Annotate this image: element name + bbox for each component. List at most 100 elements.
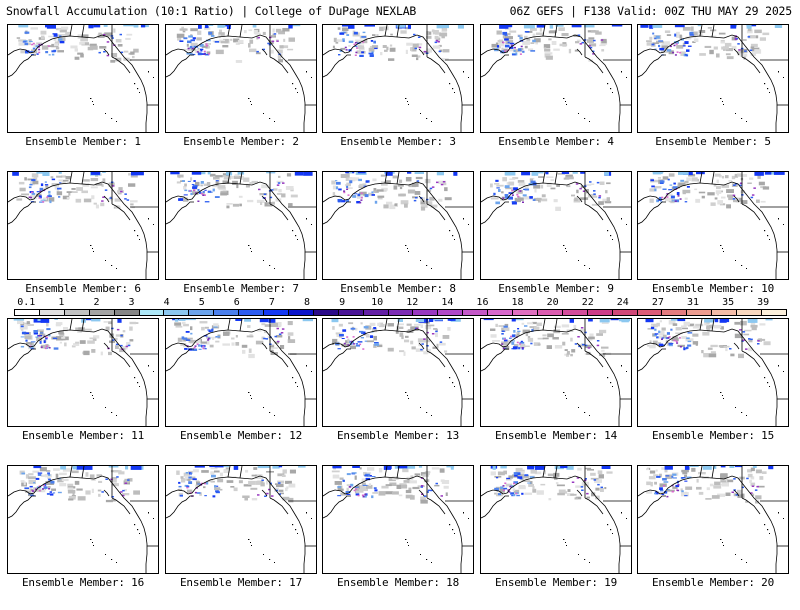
- colorbar-swatch: [287, 309, 314, 316]
- map-canvas: [638, 319, 788, 426]
- colorbar-tick-label: 20: [546, 297, 559, 308]
- snowfall-map: [322, 171, 474, 280]
- map-canvas: [166, 172, 316, 279]
- snowfall-map: [480, 171, 632, 280]
- ensemble-member-label: Ensemble Member: 16: [21, 576, 145, 589]
- colorbar-swatch: [387, 309, 414, 316]
- ensemble-panel: Ensemble Member: 2: [165, 24, 317, 169]
- colorbar-swatch: [362, 309, 389, 316]
- snowfall-map: [7, 465, 159, 574]
- colorbar-swatch: [661, 309, 688, 316]
- snowfall-map: [7, 171, 159, 280]
- colorbar-swatch: [337, 309, 364, 316]
- ensemble-member-label: Ensemble Member: 15: [651, 429, 775, 442]
- ensemble-member-label: Ensemble Member: 9: [498, 282, 614, 295]
- ensemble-member-label: Ensemble Member: 14: [494, 429, 618, 442]
- ensemble-panel: Ensemble Member: 14: [480, 318, 632, 463]
- ensemble-panel: Ensemble Member: 8: [322, 171, 474, 316]
- map-canvas: [166, 466, 316, 573]
- snowfall-colorbar: 0.1 1 2 3 4 5 6 7 8 9 10 12 14 16 18 20 22 24 27 31 35 39: [14, 297, 787, 319]
- snowfall-map: [7, 24, 159, 133]
- ensemble-member-label: Ensemble Member: 4: [498, 135, 614, 148]
- snowfall-shading: [176, 466, 306, 503]
- ensemble-panel: Ensemble Member: 5: [637, 24, 789, 169]
- map-canvas: [323, 319, 473, 426]
- colorbar-swatch: [88, 309, 115, 316]
- ensemble-panel: Ensemble Member: 1: [7, 24, 159, 169]
- colorbar-tick-label: 18: [511, 297, 524, 308]
- map-canvas: [8, 466, 158, 573]
- ensemble-member-label: Ensemble Member: 11: [21, 429, 145, 442]
- snowfall-shading: [172, 319, 313, 359]
- ensemble-member-label: Ensemble Member: 1: [25, 135, 141, 148]
- snowfall-map: [637, 24, 789, 133]
- map-canvas: [638, 25, 788, 132]
- snowfall-shading: [19, 466, 144, 503]
- ensemble-panel: Ensemble Member: 16: [7, 465, 159, 610]
- map-canvas: [323, 466, 473, 573]
- colorbar-tick-label: 12: [406, 297, 419, 308]
- colorbar-swatch: [462, 309, 489, 316]
- colorbar-tick-label: 39: [757, 297, 770, 308]
- map-canvas: [166, 319, 316, 426]
- snowfall-map: [322, 465, 474, 574]
- colorbar-tick-label: 14: [441, 297, 454, 308]
- map-canvas: [8, 319, 158, 426]
- coastline-border-layer: [323, 466, 473, 573]
- snowfall-shading: [331, 466, 455, 504]
- snowfall-shading: [649, 172, 785, 209]
- ensemble-member-label: Ensemble Member: 19: [494, 576, 618, 589]
- snowfall-shading: [490, 172, 612, 211]
- colorbar-tick-label: 7: [268, 297, 275, 308]
- colorbar-swatch: [412, 309, 439, 316]
- snowfall-map: [165, 318, 317, 427]
- colorbar-tick-label: 4: [163, 297, 170, 308]
- map-title: Snowfall Accumulation (10:1 Ratio) | Col…: [6, 4, 417, 18]
- ensemble-panel: Ensemble Member: 6: [7, 171, 159, 316]
- snowfall-map: [480, 318, 632, 427]
- ensemble-member-label: Ensemble Member: 13: [336, 429, 460, 442]
- colorbar-tick-label: 35: [722, 297, 735, 308]
- snowfall-shading: [331, 319, 461, 356]
- ensemble-member-label: Ensemble Member: 5: [655, 135, 771, 148]
- colorbar-swatch: [437, 309, 464, 316]
- colorbar-tick-label: 27: [651, 297, 664, 308]
- snowfall-map: [165, 465, 317, 574]
- ensemble-panel: Ensemble Member: 17: [165, 465, 317, 610]
- map-canvas: [323, 25, 473, 132]
- colorbar-swatch: [38, 309, 65, 316]
- colorbar-swatch: [163, 309, 190, 316]
- ensemble-panel: Ensemble Member: 13: [322, 318, 474, 463]
- coastline-border-layer: [166, 319, 316, 426]
- map-canvas: [166, 25, 316, 132]
- colorbar-swatch: [263, 309, 289, 316]
- colorbar-swatch: [586, 309, 613, 316]
- ensemble-panel: Ensemble Member: 9: [480, 171, 632, 316]
- colorbar-tick-label: 24: [616, 297, 629, 308]
- coastline-border-layer: [481, 466, 631, 573]
- snowfall-shading: [170, 172, 313, 209]
- snowfall-map: [637, 465, 789, 574]
- colorbar-tick-label: 22: [581, 297, 594, 308]
- colorbar-swatch: [561, 309, 588, 316]
- snowfall-shading: [332, 25, 464, 61]
- map-canvas: [8, 25, 158, 132]
- colorbar-swatch: [138, 309, 165, 316]
- snowfall-shading: [12, 172, 144, 209]
- ensemble-member-label: Ensemble Member: 6: [25, 282, 141, 295]
- snowfall-shading: [483, 319, 630, 357]
- snowfall-map: [322, 24, 474, 133]
- map-canvas: [481, 319, 631, 426]
- colorbar-tick-label: 0.1: [17, 297, 36, 308]
- ensemble-member-label: Ensemble Member: 8: [340, 282, 456, 295]
- colorbar-tick-label: 9: [339, 297, 346, 308]
- snowfall-map: [637, 171, 789, 280]
- colorbar-tick-label: 5: [198, 297, 205, 308]
- ensemble-panel: Ensemble Member: 19: [480, 465, 632, 610]
- colorbar-tick-label: 16: [476, 297, 489, 308]
- ensemble-panel: Ensemble Member: 18: [322, 465, 474, 610]
- ensemble-panel: Ensemble Member: 3: [322, 24, 474, 169]
- coastline-border-layer: [481, 319, 631, 426]
- map-canvas: [481, 172, 631, 279]
- colorbar-swatch: [113, 309, 140, 316]
